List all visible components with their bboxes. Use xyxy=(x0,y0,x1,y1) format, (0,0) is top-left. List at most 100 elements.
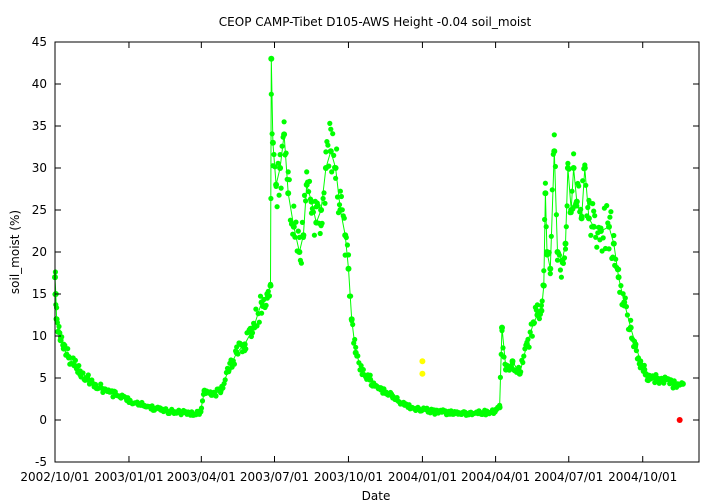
data-point xyxy=(293,219,299,225)
data-point xyxy=(413,406,420,413)
data-point xyxy=(521,353,527,359)
data-point xyxy=(645,375,652,381)
data-point xyxy=(553,212,560,218)
data-point xyxy=(520,359,526,366)
data-point xyxy=(319,220,325,226)
data-point xyxy=(606,246,612,252)
data-point xyxy=(84,375,91,381)
data-point xyxy=(285,169,291,175)
data-point xyxy=(554,249,561,255)
data-point xyxy=(308,198,315,205)
data-point xyxy=(243,346,249,352)
data-point xyxy=(234,344,240,350)
data-point xyxy=(593,234,599,240)
data-point xyxy=(345,252,352,258)
x-tick-label: 2003/04/01 xyxy=(167,470,236,484)
data-point xyxy=(618,283,624,289)
data-point xyxy=(60,345,67,352)
data-point xyxy=(621,299,628,306)
data-point xyxy=(578,206,584,212)
data-point xyxy=(568,207,575,213)
data-point xyxy=(562,240,569,247)
data-point xyxy=(547,271,553,277)
data-point xyxy=(557,267,564,273)
data-point xyxy=(632,341,639,348)
data-point xyxy=(576,183,582,189)
data-point xyxy=(585,204,591,211)
data-point xyxy=(624,312,631,318)
data-point xyxy=(338,193,344,200)
data-point xyxy=(525,336,531,342)
data-point xyxy=(573,198,580,205)
data-point xyxy=(337,207,344,213)
data-point xyxy=(233,349,240,356)
data-point xyxy=(301,192,308,198)
data-point xyxy=(328,126,334,132)
data-point xyxy=(627,324,634,331)
data-point xyxy=(344,242,350,248)
data-point xyxy=(112,391,119,398)
data-point xyxy=(496,404,503,411)
data-point xyxy=(341,215,347,221)
data-point xyxy=(610,240,617,247)
data-point xyxy=(641,362,647,368)
data-point xyxy=(285,190,292,197)
data-point xyxy=(277,152,283,158)
data-point xyxy=(173,409,180,416)
data-point xyxy=(321,190,327,196)
data-point xyxy=(295,228,301,234)
data-point xyxy=(499,324,505,331)
data-point xyxy=(71,362,78,369)
data-point xyxy=(419,370,426,377)
data-point xyxy=(278,185,284,191)
data-point xyxy=(367,372,373,378)
data-point xyxy=(269,131,275,137)
data-point xyxy=(615,274,622,281)
data-point xyxy=(571,151,577,157)
data-point xyxy=(628,317,634,323)
data-point xyxy=(501,354,507,360)
data-point xyxy=(542,180,549,186)
data-point xyxy=(274,204,280,210)
data-point xyxy=(616,266,622,272)
data-point xyxy=(389,393,396,400)
data-point xyxy=(608,209,614,215)
data-point xyxy=(419,358,426,365)
data-point xyxy=(57,337,64,344)
data-point xyxy=(348,293,354,299)
data-point xyxy=(98,381,104,387)
data-point xyxy=(491,408,498,415)
data-point xyxy=(281,131,288,138)
y-tick-label: 25 xyxy=(32,203,47,217)
data-point xyxy=(323,149,329,155)
data-point xyxy=(281,119,287,125)
data-point xyxy=(551,148,558,155)
data-point xyxy=(325,142,331,148)
data-point xyxy=(317,230,323,237)
data-point xyxy=(299,219,305,225)
x-axis-label: Date xyxy=(362,489,391,503)
data-point xyxy=(559,257,566,264)
data-point xyxy=(574,203,580,209)
data-point xyxy=(623,304,630,310)
data-point xyxy=(345,265,352,272)
data-point xyxy=(336,202,343,208)
data-point xyxy=(673,383,680,390)
data-point xyxy=(474,410,481,417)
data-point xyxy=(529,333,535,339)
data-point xyxy=(56,323,62,330)
y-tick-label: 10 xyxy=(32,329,47,343)
data-point xyxy=(268,195,274,202)
data-point xyxy=(544,249,550,255)
data-point xyxy=(538,307,545,314)
data-point xyxy=(271,151,277,158)
data-point xyxy=(604,203,610,209)
data-point xyxy=(259,310,265,316)
data-point xyxy=(534,302,541,308)
data-point xyxy=(606,223,612,230)
data-point xyxy=(303,198,309,204)
data-point xyxy=(250,324,257,331)
data-point xyxy=(334,194,341,200)
data-point xyxy=(268,55,275,62)
data-point xyxy=(541,268,547,274)
